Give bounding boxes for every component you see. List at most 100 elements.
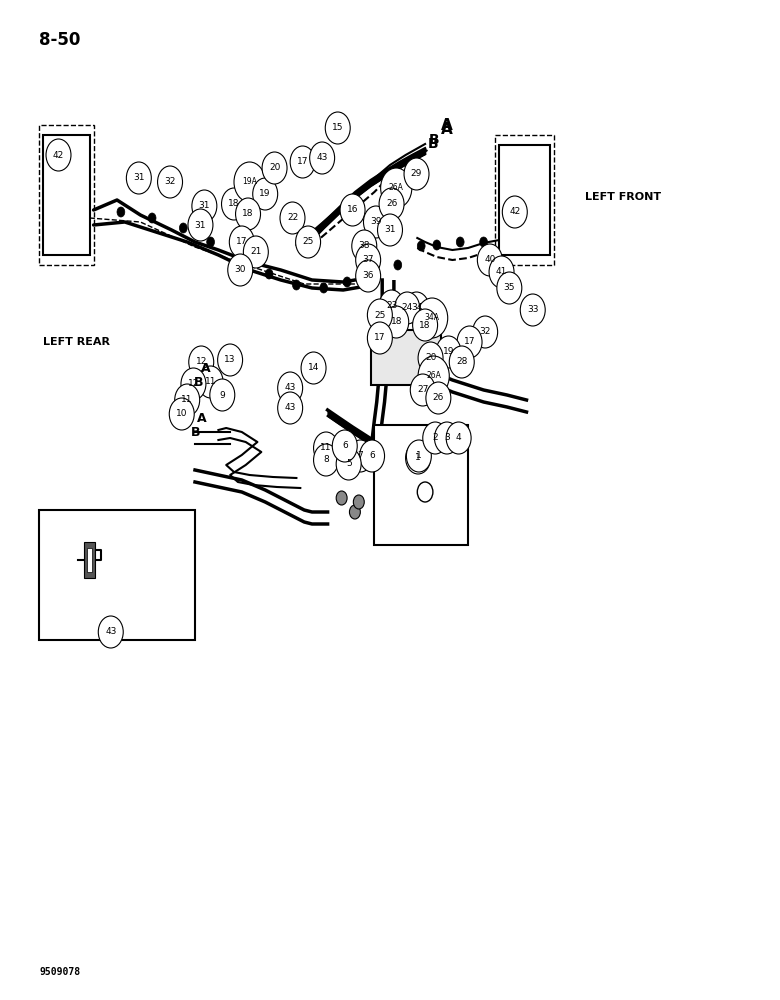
- Circle shape: [394, 260, 402, 270]
- Circle shape: [413, 309, 438, 341]
- Circle shape: [228, 254, 253, 286]
- Text: 26: 26: [433, 393, 444, 402]
- Text: 20: 20: [269, 163, 280, 172]
- Text: 25: 25: [303, 237, 314, 246]
- Circle shape: [253, 178, 278, 210]
- Text: 10: 10: [176, 410, 187, 418]
- Text: 25: 25: [374, 310, 385, 320]
- Circle shape: [353, 495, 364, 509]
- Text: 1: 1: [416, 452, 422, 460]
- Circle shape: [349, 505, 360, 519]
- Circle shape: [310, 142, 335, 174]
- Text: 28: 28: [456, 358, 467, 366]
- Text: 12: 12: [188, 379, 199, 388]
- Text: 37: 37: [363, 255, 374, 264]
- Circle shape: [457, 326, 482, 358]
- Circle shape: [278, 372, 303, 404]
- Circle shape: [179, 223, 187, 233]
- Circle shape: [434, 422, 459, 454]
- Circle shape: [404, 292, 429, 324]
- Text: 43: 43: [285, 383, 296, 392]
- Circle shape: [497, 272, 522, 304]
- Circle shape: [356, 260, 381, 292]
- Text: 14: 14: [308, 363, 319, 372]
- Circle shape: [336, 448, 361, 480]
- Circle shape: [379, 188, 404, 220]
- Text: 39: 39: [370, 218, 381, 227]
- Circle shape: [363, 206, 388, 238]
- Text: 43: 43: [285, 403, 296, 412]
- Circle shape: [348, 440, 373, 472]
- Circle shape: [218, 344, 243, 376]
- Circle shape: [379, 290, 404, 322]
- Circle shape: [367, 322, 392, 354]
- Text: B: B: [191, 426, 200, 439]
- Text: 8-50: 8-50: [39, 31, 80, 49]
- Text: 7: 7: [357, 452, 363, 460]
- Circle shape: [473, 316, 498, 348]
- Circle shape: [280, 202, 305, 234]
- Text: 30: 30: [235, 265, 246, 274]
- Circle shape: [395, 292, 420, 324]
- Text: 43: 43: [105, 628, 116, 637]
- Text: 19: 19: [443, 348, 454, 357]
- Circle shape: [418, 342, 443, 374]
- Text: 19: 19: [260, 190, 271, 198]
- Text: 9: 9: [219, 390, 225, 399]
- Text: 4: 4: [456, 434, 462, 442]
- Circle shape: [265, 269, 273, 279]
- Circle shape: [426, 382, 451, 414]
- Circle shape: [98, 616, 123, 648]
- Circle shape: [292, 280, 300, 290]
- Circle shape: [296, 226, 321, 258]
- Text: 11: 11: [182, 395, 193, 404]
- Circle shape: [449, 346, 474, 378]
- Circle shape: [301, 352, 326, 384]
- Text: 31: 31: [133, 174, 144, 182]
- Circle shape: [381, 168, 412, 208]
- Text: 18: 18: [420, 320, 431, 330]
- Circle shape: [236, 198, 261, 230]
- Circle shape: [360, 440, 385, 472]
- Text: B: B: [429, 133, 440, 147]
- Text: 36: 36: [363, 271, 374, 280]
- Text: 31: 31: [199, 202, 210, 211]
- FancyBboxPatch shape: [39, 510, 195, 640]
- Text: 22: 22: [287, 214, 298, 223]
- Circle shape: [222, 188, 246, 220]
- Circle shape: [175, 384, 200, 416]
- Text: A: A: [441, 122, 452, 137]
- Text: 17: 17: [464, 338, 475, 347]
- Text: 41: 41: [496, 267, 507, 276]
- Circle shape: [207, 237, 215, 247]
- Text: B: B: [427, 137, 438, 151]
- Text: 11: 11: [321, 444, 332, 452]
- Text: 42: 42: [509, 208, 520, 217]
- Circle shape: [446, 422, 471, 454]
- Circle shape: [46, 139, 71, 171]
- Circle shape: [406, 442, 431, 474]
- Circle shape: [189, 346, 214, 378]
- Text: 26A: 26A: [388, 184, 404, 192]
- Circle shape: [436, 336, 461, 368]
- Circle shape: [314, 432, 339, 464]
- Circle shape: [356, 244, 381, 276]
- Circle shape: [502, 196, 527, 228]
- Circle shape: [406, 440, 431, 472]
- Circle shape: [343, 277, 351, 287]
- FancyBboxPatch shape: [499, 145, 550, 255]
- FancyBboxPatch shape: [43, 135, 90, 255]
- Circle shape: [417, 298, 448, 338]
- Text: 3: 3: [444, 434, 450, 442]
- Circle shape: [352, 230, 377, 262]
- Circle shape: [423, 422, 448, 454]
- Text: 2: 2: [432, 434, 438, 442]
- Circle shape: [480, 237, 488, 247]
- Circle shape: [520, 294, 545, 326]
- Circle shape: [238, 255, 246, 265]
- Circle shape: [210, 379, 235, 411]
- Text: 43: 43: [317, 153, 328, 162]
- Text: 16: 16: [347, 206, 358, 215]
- Circle shape: [234, 162, 265, 202]
- FancyBboxPatch shape: [370, 330, 441, 385]
